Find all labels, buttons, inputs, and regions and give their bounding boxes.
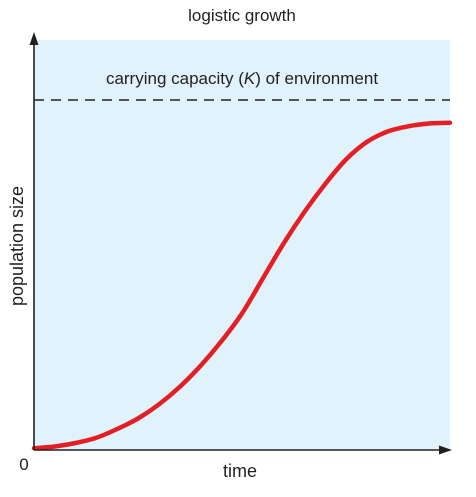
chart-title: logistic growth [188,6,296,25]
y-axis-label: population size [7,186,27,306]
y-axis-arrowhead [29,32,39,45]
carrying-capacity-symbol: K [244,69,256,88]
logistic-growth-curve [31,120,453,451]
carrying-capacity-label: carrying capacity (K) of environment [106,69,378,88]
carrying-capacity-label-prefix: carrying capacity ( [106,69,244,88]
x-axis-label: time [223,461,257,481]
origin-label: 0 [19,455,28,474]
plot-area [34,40,450,450]
x-axis-arrowhead [439,445,452,455]
carrying-capacity-label-suffix: ) of environment [255,69,378,88]
